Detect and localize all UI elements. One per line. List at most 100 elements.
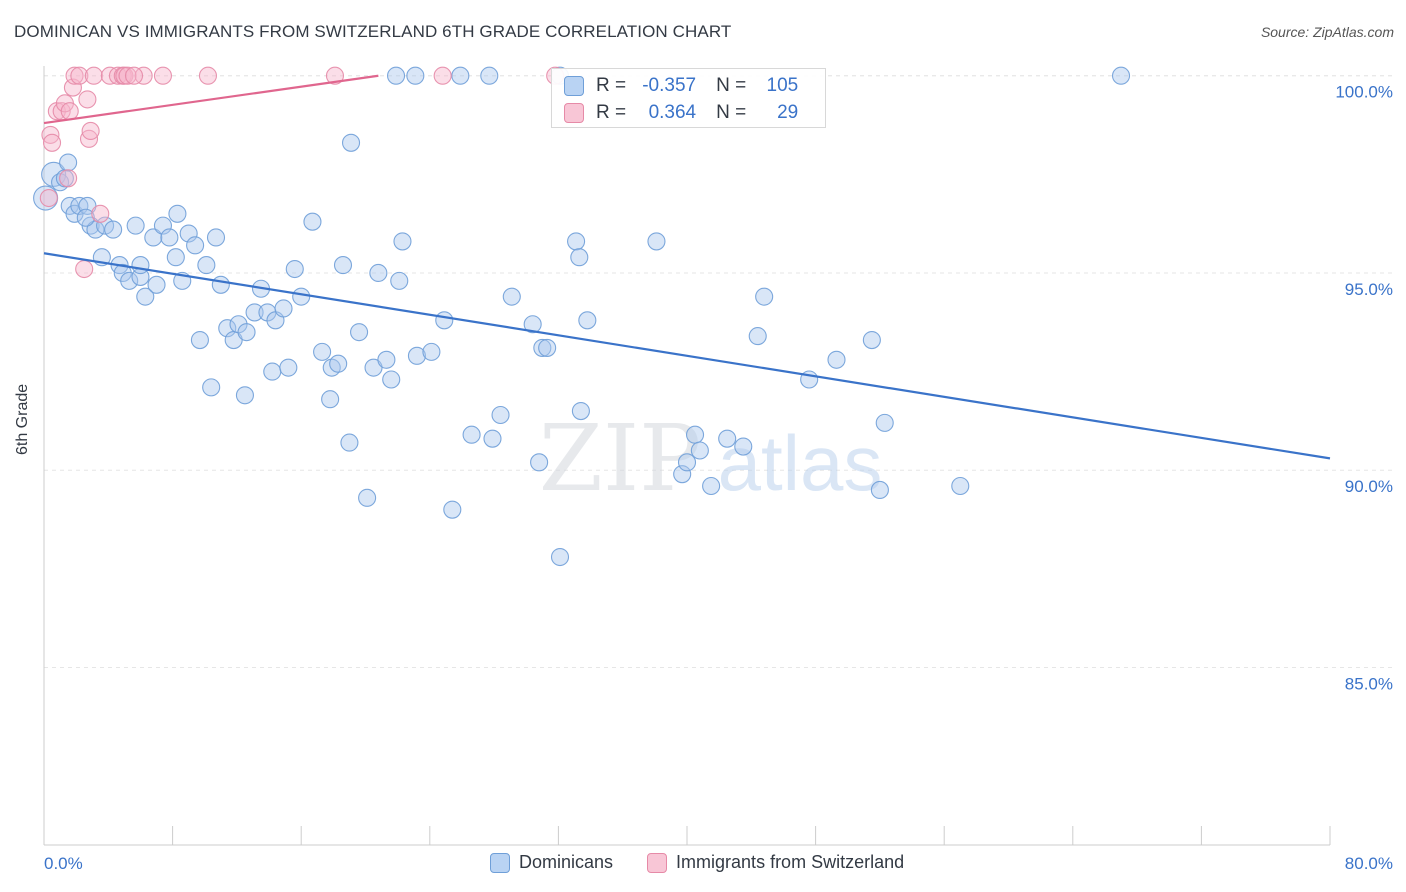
point-dominicans [76,208,95,227]
point-dominicans [443,500,462,519]
point-dominicans [333,256,353,275]
point-dominicans [1111,66,1131,85]
r-value-switzerland: 0.364 [648,102,697,123]
point-dominicans [870,480,889,500]
trend-line-dominicans [43,252,1331,460]
point-dominicans [279,358,298,377]
point-dominicans [144,228,163,247]
point-switzerland [70,66,89,85]
point-dominicans [673,465,692,484]
point-dominicans [350,323,369,342]
series-dominicans [33,66,1131,567]
point-dominicans [340,433,359,452]
stats-row-dominicans: R = -0.357 N = 105 [564,75,798,97]
legend-item-switzerland[interactable]: Immigrants from Switzerland [647,852,904,873]
point-switzerland [118,66,137,85]
point-dominicans [211,275,230,294]
point-dominicans [571,401,590,421]
point-switzerland [39,188,58,208]
point-dominicans [263,362,282,381]
point-dominicans [59,153,78,172]
chart-title: DOMINICAN VS IMMIGRANTS FROM SWITZERLAND… [14,22,732,41]
point-dominicans [179,224,198,243]
point-dominicans [237,323,256,342]
point-dominicans [104,220,123,239]
point-dominicans [206,228,226,247]
point-dominicans [570,248,589,267]
y-tick-label: 90.0% [1345,477,1393,496]
point-dominicans [235,386,254,405]
point-dominicans [303,212,322,231]
point-dominicans [218,319,237,338]
point-switzerland [134,66,153,85]
watermark-atlas: atlas [718,419,883,507]
point-switzerland [75,259,94,279]
point-dominicans [875,413,894,432]
point-dominicans [202,378,221,397]
point-switzerland [60,102,79,121]
point-dominicans [369,263,388,283]
tick-labels: 100.0% 95.0% 90.0% 85.0% 0.0% 80.0% [44,83,1393,873]
point-dominicans [120,271,139,290]
y-tick-label: 85.0% [1345,674,1393,693]
x-tick-label: 0.0% [44,854,83,873]
point-dominicans [862,330,881,350]
point-dominicans [827,350,846,369]
y-tick-label: 95.0% [1345,280,1393,299]
stats-box: R = -0.357 N = 105 R = 0.364 N = 29 [551,68,826,128]
point-dominicans [491,405,510,425]
point-switzerland [65,66,84,85]
point-dominicans [274,299,293,318]
point-dominicans [483,429,502,448]
legend-swatch-switzerland [647,852,668,873]
point-dominicans [160,228,179,247]
legend: Dominicans Immigrants from Switzerland [490,852,904,873]
point-dominicans [168,204,187,223]
point-dominicans [702,476,721,496]
point-dominicans [951,476,970,496]
r-value-dominicans: -0.357 [642,75,697,96]
legend-item-dominicans[interactable]: Dominicans [490,852,613,873]
point-switzerland [325,66,345,85]
point-dominicans [341,133,361,152]
point-dominicans [480,66,499,85]
n-label: N = [716,75,747,96]
point-dominicans [748,327,767,346]
point-dominicans [685,425,705,444]
legend-swatch-dominicans [490,852,510,873]
point-dominicans [718,429,737,448]
point-dominicans [755,287,774,306]
point-dominicans [523,315,542,334]
source-label: Source: ZipAtlas.com [1260,24,1394,40]
point-switzerland [81,121,100,141]
point-dominicans [153,216,173,235]
trend-line-switzerland [43,74,379,125]
stats-swatch-dominicans [564,76,584,96]
point-dominicans [530,453,549,472]
point-switzerland [108,66,127,85]
point-dominicans [393,232,412,251]
point-dominicans [382,370,401,389]
grid-layer [44,75,1392,668]
point-dominicans [690,441,709,460]
point-switzerland [42,133,62,152]
point-dominicans [567,232,586,251]
point-dominicans [313,342,332,361]
x-tick-label: 80.0% [1345,854,1393,873]
point-dominicans [197,256,216,275]
point-dominicans [422,342,441,361]
point-dominicans [186,236,205,255]
point-dominicans [502,287,521,306]
point-dominicans [734,437,753,456]
point-dominicans [578,311,597,330]
y-axis-label: 6th Grade [14,383,31,455]
point-dominicans [131,256,150,275]
point-dominicans [292,287,311,306]
point-dominicans [166,248,185,267]
stats-row-switzerland: R = 0.364 N = 29 [564,102,798,124]
point-switzerland [124,66,144,85]
point-dominicans [451,66,470,85]
n-label: N = [716,102,747,123]
point-switzerland [153,66,173,85]
axis-layer [43,66,1331,846]
